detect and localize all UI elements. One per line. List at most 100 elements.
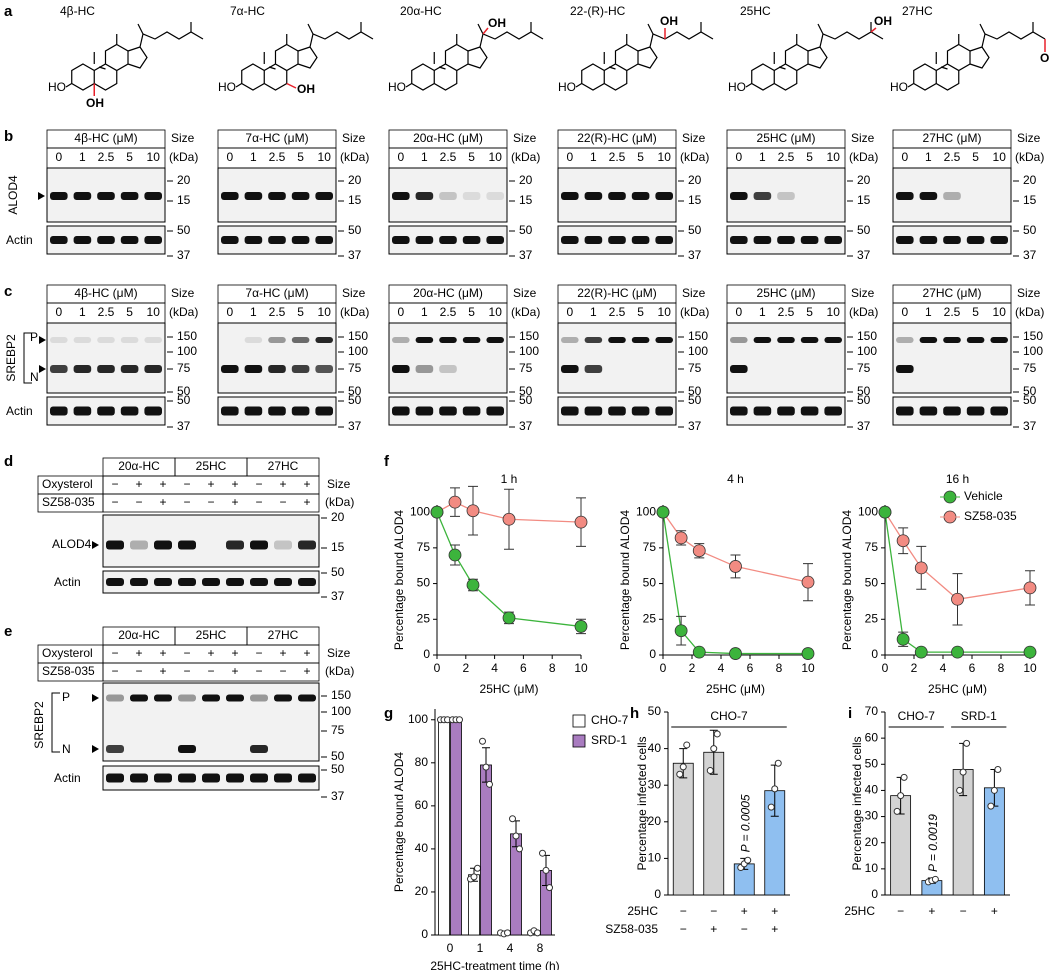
sign: + xyxy=(135,477,142,491)
replicate-point xyxy=(539,849,546,857)
band xyxy=(178,540,196,550)
legend-label: CHO-7 xyxy=(591,713,629,727)
concentration: 1 xyxy=(925,305,932,319)
replicate-point xyxy=(713,730,721,738)
size-marker: 37 xyxy=(1023,419,1037,433)
y-axis-label: Percentage infected cells xyxy=(635,736,649,870)
sign: − xyxy=(183,477,190,491)
sign: − xyxy=(111,495,118,509)
band xyxy=(777,337,795,343)
band xyxy=(753,236,772,244)
replicate-point xyxy=(774,759,782,767)
band-label: N xyxy=(30,370,39,384)
replicate-point xyxy=(683,741,691,749)
band xyxy=(824,337,842,343)
band xyxy=(106,745,124,753)
oh-bond xyxy=(482,27,489,35)
blot-header: 20α-HC (μM) xyxy=(413,131,483,145)
band xyxy=(154,578,172,586)
y-tick-label: 50 xyxy=(865,576,879,590)
data-point xyxy=(692,544,706,558)
replicate-point xyxy=(963,739,971,747)
size-marker: 37 xyxy=(331,789,345,803)
row-label: Actin xyxy=(54,771,81,785)
sign: − xyxy=(183,664,190,678)
y-tick-label: 0 xyxy=(654,887,661,901)
group-label: SRD-1 xyxy=(961,709,997,723)
structure-ho: HO xyxy=(388,80,406,94)
band xyxy=(50,365,68,373)
band xyxy=(584,365,603,373)
replicate-point xyxy=(470,873,478,881)
structure-name: 25HC xyxy=(740,4,771,18)
blot-header: 27HC (μM) xyxy=(923,286,982,300)
size-marker: 50 xyxy=(857,384,871,398)
structure-name: 27HC xyxy=(902,4,933,18)
bar xyxy=(438,719,450,936)
sign: + xyxy=(303,646,310,660)
band xyxy=(896,236,914,244)
size-marker: 37 xyxy=(519,419,533,433)
panel-label: f xyxy=(384,453,390,470)
y-tick-label: 0 xyxy=(421,927,428,941)
size-marker: 50 xyxy=(177,384,191,398)
concentration: 2.5 xyxy=(440,305,457,319)
band xyxy=(392,365,410,373)
row-label: SZ58-035 xyxy=(605,922,658,936)
size-unit: (kDa) xyxy=(1015,305,1044,319)
bar xyxy=(450,719,462,936)
x-tick-label: 6 xyxy=(520,661,527,675)
x-tick-label: 6 xyxy=(969,661,976,675)
row-label: ALOD4 xyxy=(6,175,20,215)
band xyxy=(244,192,263,200)
y-tick-label: 60 xyxy=(865,730,879,744)
band xyxy=(392,406,410,416)
y-tick-label: 40 xyxy=(415,841,429,855)
concentration: 5 xyxy=(126,305,133,319)
band xyxy=(221,192,239,200)
band xyxy=(486,337,504,343)
concentration: 2.5 xyxy=(98,150,115,164)
band xyxy=(462,337,481,343)
band xyxy=(777,236,795,244)
replicate-point xyxy=(710,745,718,753)
replicate-point xyxy=(767,803,775,811)
size-marker: 50 xyxy=(519,384,533,398)
sign: + xyxy=(231,646,238,660)
y-tick-label: 0 xyxy=(871,887,878,901)
row-label: SREBP2 xyxy=(4,334,18,382)
chart-title: 4 h xyxy=(727,472,744,486)
size-marker: 150 xyxy=(177,329,197,343)
y-axis-label: Percentage bound ALOD4 xyxy=(618,510,632,650)
size-marker: 15 xyxy=(331,540,345,554)
size-label: Size xyxy=(171,131,195,145)
size-marker: 15 xyxy=(857,193,871,207)
concentration: 1 xyxy=(590,305,597,319)
replicate-point xyxy=(994,766,1002,774)
structure-skeleton xyxy=(745,22,884,91)
band xyxy=(919,406,938,416)
x-tick-label: 0 xyxy=(434,661,441,675)
concentration: 0 xyxy=(566,150,573,164)
size-unit: (kDa) xyxy=(169,305,198,319)
band xyxy=(896,365,914,373)
legend-swatch xyxy=(572,714,586,728)
group-label: 20α-HC xyxy=(118,628,160,642)
size-marker: 37 xyxy=(177,248,191,262)
band xyxy=(274,578,292,586)
data-point xyxy=(466,504,480,518)
blot xyxy=(557,322,677,394)
size-marker: 50 xyxy=(331,762,345,776)
data-point xyxy=(801,575,815,589)
band xyxy=(130,694,148,702)
data-point xyxy=(951,592,964,606)
band xyxy=(50,406,68,416)
size-marker: 50 xyxy=(857,223,871,237)
sign: + xyxy=(303,495,310,509)
band xyxy=(777,192,795,200)
concentration: 10 xyxy=(489,150,503,164)
band-label: P xyxy=(30,330,38,344)
band xyxy=(298,773,316,783)
y-tick-label: 50 xyxy=(643,576,657,590)
x-tick-label: 2 xyxy=(462,661,469,675)
